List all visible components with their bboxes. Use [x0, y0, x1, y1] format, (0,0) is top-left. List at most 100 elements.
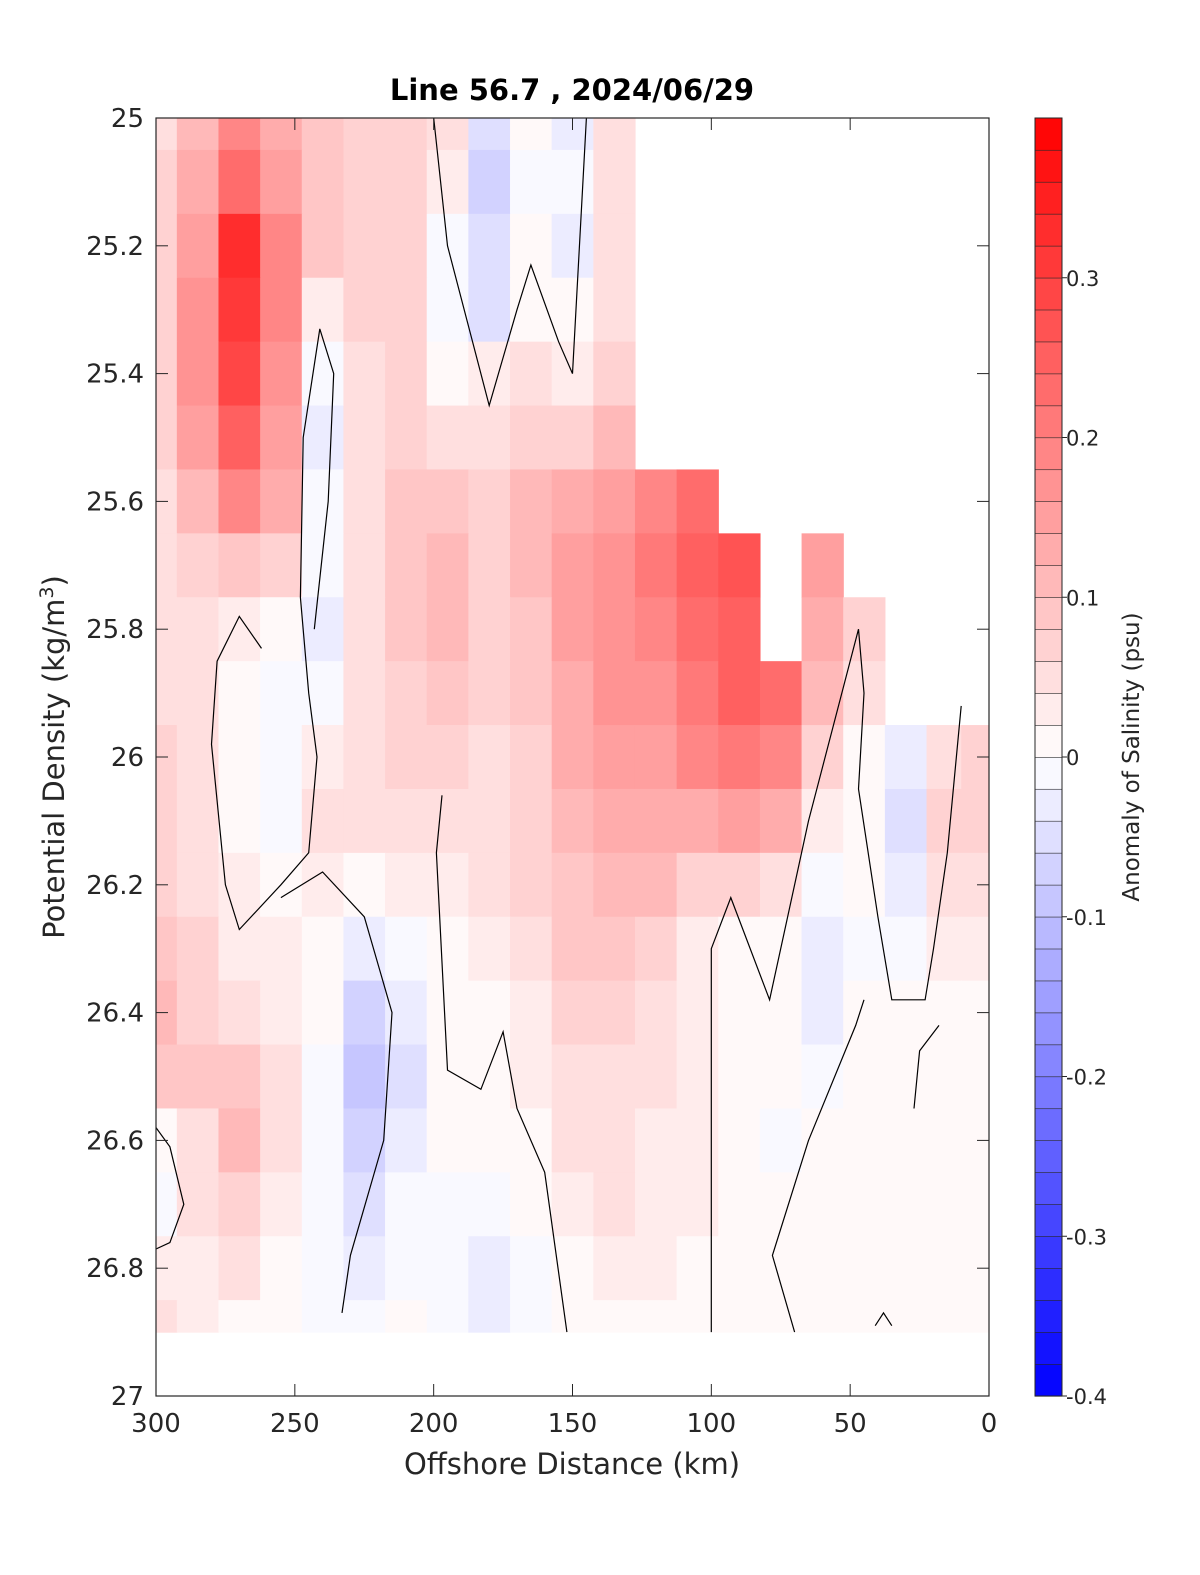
colorbar-swatch [1034, 1331, 1063, 1365]
heatmap-cell [468, 149, 511, 215]
heatmap-cell [176, 916, 220, 982]
heatmap-cell [718, 725, 761, 790]
heatmap-cell [156, 533, 178, 598]
heatmap-cell [385, 341, 428, 407]
heatmap-cell [676, 852, 719, 918]
heatmap-cell [551, 405, 594, 471]
heatmap-cell [260, 661, 303, 726]
plot-area: 300 250 200 150 100 50 0 2525.225.425.625.8262… [86, 104, 997, 1439]
heatmap-cell [593, 1108, 636, 1173]
heatmap-cell [260, 277, 303, 343]
colorbar-tick-label: 0.1 [1066, 586, 1099, 610]
heatmap-cell [343, 597, 386, 662]
heatmap-cell [343, 661, 386, 726]
heatmap-cell [634, 788, 678, 854]
heatmap-cell [426, 1172, 469, 1237]
heatmap-cell [468, 916, 511, 982]
heatmap-cell [676, 533, 719, 598]
heatmap-cell [218, 1044, 261, 1110]
heatmap-cell [801, 1172, 844, 1237]
heatmap-cell [718, 980, 761, 1046]
zero-contour-line [433, 118, 587, 408]
heatmap-cell [176, 661, 220, 726]
colorbar-swatch [1034, 852, 1063, 886]
heatmap-cells [156, 118, 989, 1333]
heatmap-cell [676, 725, 719, 790]
heatmap-cell [593, 118, 636, 151]
heatmap-cell [593, 1044, 636, 1110]
heatmap-cell [385, 661, 428, 726]
heatmap-cell [634, 1300, 678, 1333]
heatmap-cell [301, 405, 345, 471]
heatmap-cell [801, 597, 844, 662]
heatmap-cell [301, 1044, 345, 1110]
colorbar-swatch [1034, 277, 1063, 311]
y-axis-label: Potential Density (kg/m3) [36, 575, 71, 939]
heatmap-cell [260, 533, 303, 598]
x-tick-label: 200 [409, 1409, 459, 1439]
heatmap-cell [676, 469, 719, 534]
colorbar-swatch [1034, 501, 1063, 534]
heatmap-cell [260, 725, 303, 790]
heatmap-cell [260, 149, 303, 215]
y-tick-label: 27 [111, 1382, 144, 1412]
heatmap-cell [676, 916, 719, 982]
heatmap-cell [884, 788, 928, 854]
heatmap-cell [260, 597, 303, 662]
heatmap-cell [634, 1236, 678, 1301]
colorbar-swatch [1034, 533, 1063, 566]
heatmap-cell [301, 788, 345, 854]
heatmap-cell [843, 1236, 886, 1301]
heatmap-cell [510, 533, 553, 598]
heatmap-cell [385, 725, 428, 790]
heatmap-cell [468, 1300, 511, 1333]
heatmap-cell [343, 725, 386, 790]
heatmap-cell [961, 788, 989, 854]
heatmap-cell [385, 1300, 428, 1333]
heatmap-cell [676, 661, 719, 726]
y-tick-label: 25 [111, 104, 144, 134]
heatmap-cell [926, 1236, 962, 1301]
heatmap-cell [176, 788, 220, 854]
heatmap-cell [156, 1172, 178, 1237]
heatmap-cell [718, 1172, 761, 1237]
heatmap-cell [218, 533, 261, 598]
heatmap-cell [593, 405, 636, 471]
y-axis: 25 25.2 25.4 25.6 25.8 26 26.2 26.4 26.6 26.8 27 [86, 104, 989, 1412]
chart-title: Line 56.7 , 2024/06/29 [390, 73, 754, 107]
heatmap-cell [801, 533, 844, 598]
heatmap-cell [510, 149, 553, 215]
heatmap-cell [468, 277, 511, 343]
x-tick-label: 0 [981, 1409, 998, 1439]
heatmap-cell [260, 788, 303, 854]
heatmap-cell [551, 277, 594, 343]
colorbar-swatch [1034, 1204, 1063, 1237]
heatmap-cell [551, 916, 594, 982]
heatmap-cell [218, 725, 261, 790]
colorbar-swatch [1034, 820, 1063, 854]
heatmap-cell [260, 916, 303, 982]
heatmap-cell [551, 1108, 594, 1173]
colorbar-swatch [1034, 1267, 1063, 1301]
heatmap-cell [510, 852, 553, 918]
colorbar-tick-label: -0.3 [1066, 1225, 1107, 1249]
heatmap-cell [218, 1108, 261, 1173]
heatmap-cell [551, 980, 594, 1046]
heatmap-cell [551, 213, 594, 279]
heatmap-cell [343, 118, 386, 151]
heatmap-cell [801, 725, 844, 790]
heatmap-cell [156, 1044, 178, 1110]
heatmap-cell [718, 1108, 761, 1173]
heatmap-cell [218, 341, 261, 407]
heatmap-cell [301, 533, 345, 598]
colorbar-tick-label: -0.2 [1066, 1066, 1107, 1090]
heatmap-cell [843, 788, 886, 854]
heatmap-cell [551, 597, 594, 662]
heatmap-cell [156, 405, 178, 471]
colorbar-swatch [1034, 788, 1063, 822]
heatmap-cell [426, 341, 469, 407]
heatmap-cell [843, 1044, 886, 1110]
colorbar-swatch [1034, 1172, 1063, 1205]
heatmap-cell [426, 788, 469, 854]
heatmap-cell [176, 1300, 220, 1333]
